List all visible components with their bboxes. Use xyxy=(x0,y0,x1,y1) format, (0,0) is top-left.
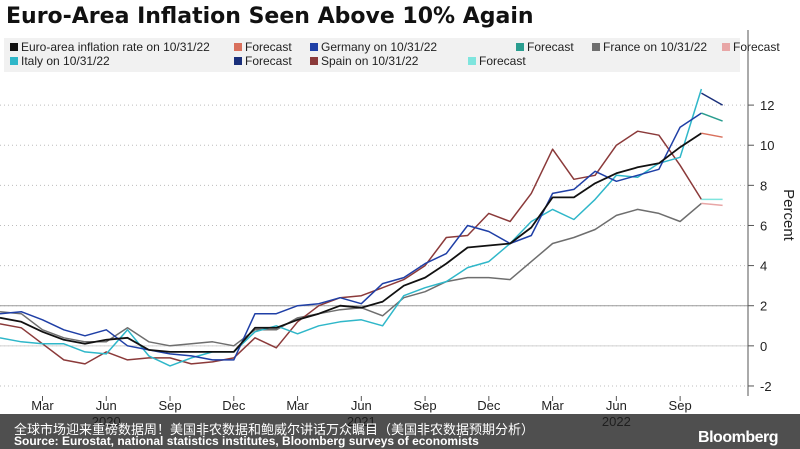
y-tick-label: 12 xyxy=(760,98,774,113)
x-tick-label: Dec xyxy=(477,398,501,413)
y-tick-label: 10 xyxy=(760,138,774,153)
x-tick-label: Sep xyxy=(669,398,692,413)
series-line xyxy=(0,202,702,347)
x-tick-label: Mar xyxy=(286,398,309,413)
y-tick-label: 8 xyxy=(760,178,767,193)
source-note: Source: Eurostat, national statistics in… xyxy=(14,434,479,448)
legend-swatch xyxy=(310,43,318,51)
x-tick-label: Mar xyxy=(541,398,564,413)
legend-swatch xyxy=(10,43,18,51)
legend-label: Germany on 10/31/22 xyxy=(321,40,437,54)
legend-label: Forecast xyxy=(245,40,292,54)
caption-text: 全球市场迎来重磅数据周！美国非农数据和鲍威尔讲话万众瞩目（美国非农数据预期分析） xyxy=(14,423,535,438)
series-line xyxy=(0,132,702,353)
y-axis-label: Percent xyxy=(780,189,797,242)
x-tick-label: Dec xyxy=(222,398,246,413)
series-line xyxy=(701,132,723,138)
chart-title: Euro-Area Inflation Seen Above 10% Again xyxy=(6,4,534,29)
legend-label: Forecast xyxy=(527,40,574,54)
legend-background xyxy=(4,38,740,72)
y-tick-label: 0 xyxy=(760,339,767,354)
legend-swatch xyxy=(234,57,242,65)
legend-swatch xyxy=(10,57,18,65)
series-line xyxy=(701,92,723,106)
x-tick-label: Jun xyxy=(351,398,372,413)
y-tick-label: -2 xyxy=(760,379,772,394)
series-line xyxy=(701,202,723,207)
legend: Euro-area inflation rate on 10/31/22 Fore… xyxy=(10,40,780,68)
y-tick-label: 6 xyxy=(760,218,767,233)
legend-swatch xyxy=(592,43,600,51)
plot-area xyxy=(0,88,748,387)
legend-label: Forecast xyxy=(245,54,292,68)
legend-swatch xyxy=(468,57,476,65)
legend-label: Forecast xyxy=(733,40,780,54)
legend-swatch xyxy=(722,43,730,51)
legend-swatch xyxy=(310,57,318,65)
series-line xyxy=(0,130,703,365)
x-tick-label: Jun xyxy=(96,398,117,413)
legend-swatch xyxy=(234,43,242,51)
legend-label: Forecast xyxy=(479,54,526,68)
series-line xyxy=(0,112,702,361)
series-line xyxy=(701,112,723,122)
x-tick-label: Jun xyxy=(606,398,627,413)
x-tick-label: Sep xyxy=(158,398,181,413)
legend-swatch xyxy=(516,43,524,51)
legend-label: France on 10/31/22 xyxy=(603,40,707,54)
legend-label: Italy on 10/31/22 xyxy=(21,54,110,68)
y-tick-label: 4 xyxy=(760,259,767,274)
legend-label: Euro-area inflation rate on 10/31/22 xyxy=(21,40,210,54)
caption-overlay xyxy=(0,414,800,449)
x-tick-label: Mar xyxy=(31,398,54,413)
bloomberg-logo: Bloomberg xyxy=(698,429,778,446)
y-axis: -2 0 2 4 6 8 10 12 xyxy=(747,30,774,396)
series-line xyxy=(0,88,703,367)
y-tick-label: 2 xyxy=(760,299,767,314)
x-tick-label: Sep xyxy=(414,398,437,413)
legend-label: Spain on 10/31/22 xyxy=(321,54,419,68)
